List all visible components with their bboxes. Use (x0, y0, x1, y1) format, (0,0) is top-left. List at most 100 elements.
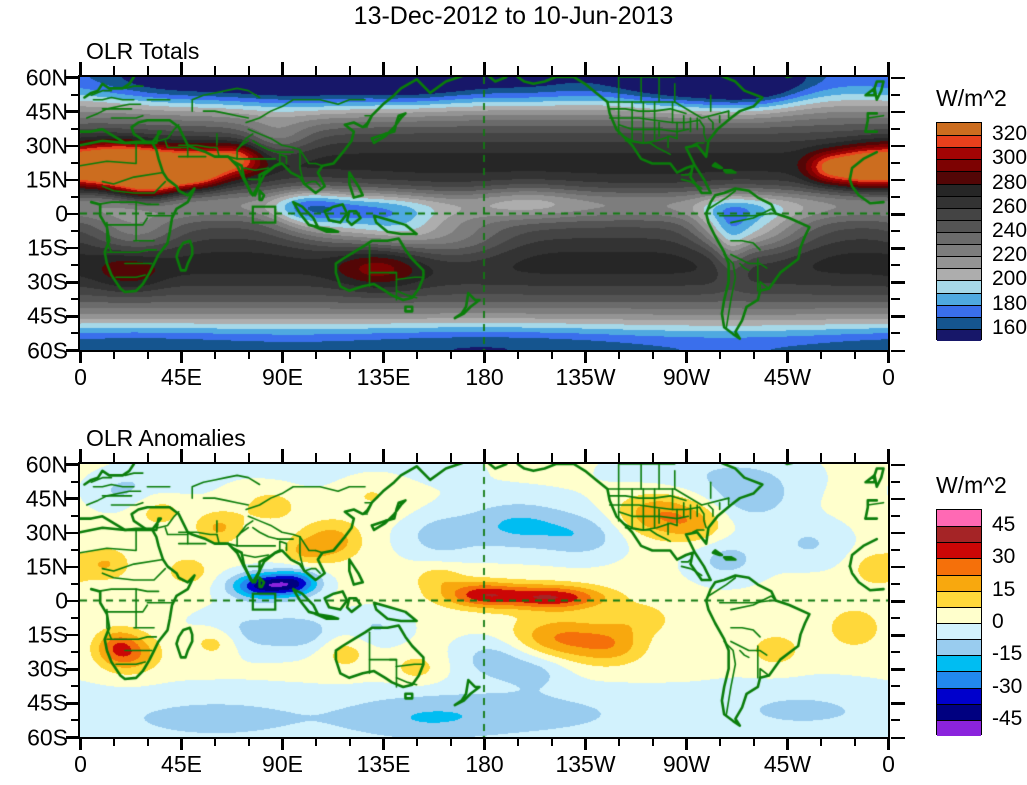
anomalies-x-minor-tick (113, 737, 116, 746)
colorbar-band (937, 574, 981, 592)
anomalies-y-tick-right (891, 565, 905, 569)
anomalies-y-tick-label: 30N (25, 519, 68, 546)
totals-y-tick-label: 15S (27, 234, 68, 261)
totals-x-tick-top (584, 62, 587, 75)
anomalies-x-minor-tick (214, 737, 217, 746)
colorbar-band-separator (937, 719, 981, 721)
totals-x-tick (382, 350, 385, 363)
anomalies-y-tick-label: 60S (27, 724, 68, 750)
totals-x-minor-tick (315, 350, 318, 359)
anomalies-y-tick-right (891, 617, 900, 620)
totals-x-tick-label: 0 (882, 364, 895, 390)
totals-x-minor-tick (449, 66, 452, 75)
colorbar-band-separator (937, 256, 981, 258)
colorbar-band-separator (937, 671, 981, 673)
anomalies-x-minor-tick (348, 737, 351, 746)
anomalies-y-tick-right (891, 651, 900, 654)
colorbar-band (937, 671, 981, 688)
anomalies-y-tick-right (891, 719, 900, 722)
anomalies-y-tick (66, 668, 80, 671)
colorbar-band (937, 147, 981, 160)
totals-x-minor-tick (348, 350, 351, 359)
colorbar-band (937, 590, 981, 608)
totals-y-tick-label: 15N (25, 166, 68, 193)
anomalies-y-tick-right (891, 463, 905, 466)
anomalies-x-minor-tick (146, 453, 149, 462)
totals-y-tick-right (891, 144, 905, 148)
anomalies-x-minor-tick (517, 737, 520, 746)
totals-x-tick-top (887, 62, 890, 75)
totals-y-tick (66, 76, 80, 79)
anomalies-x-tick (685, 737, 688, 750)
colorbar-band (937, 304, 981, 318)
anomalies-y-tick-right (891, 514, 900, 517)
anomalies-x-minor-tick (820, 737, 823, 746)
totals-x-tick-top (180, 62, 183, 75)
anomalies-x-tick-label: 135W (555, 751, 616, 777)
anomalies-y-minor-tick (71, 582, 80, 585)
anomalies-y-tick-label: 45S (27, 689, 68, 716)
anomalies-x-tick (483, 737, 486, 750)
colorbar-band (937, 316, 981, 330)
colorbar-tick-label: 0 (992, 610, 1004, 633)
anomalies-x-minor-tick (214, 453, 217, 462)
colorbar-band (937, 219, 981, 233)
colorbar-band-separator (937, 232, 981, 233)
colorbar-band (937, 244, 981, 257)
totals-y-tick (66, 315, 80, 318)
anomalies-x-minor-tick (550, 737, 553, 746)
anomalies-y-tick-right (891, 702, 905, 705)
colorbar-band (937, 268, 981, 281)
anomalies-x-minor-tick (146, 737, 149, 746)
totals-y-tick (66, 349, 80, 352)
totals-y-minor-tick (71, 230, 80, 233)
totals-y-tick-right (891, 127, 900, 130)
anomalies-x-minor-tick (449, 453, 452, 462)
anomalies-x-minor-tick (618, 737, 621, 746)
colorbar-tick-label: -15 (992, 642, 1023, 666)
anomalies-y-minor-tick (71, 548, 80, 551)
colorbar-tick-label: -30 (992, 674, 1023, 698)
colorbar-band-separator (937, 558, 981, 560)
totals-x-tick-top (382, 62, 385, 75)
colorbar-band (937, 256, 981, 269)
totals-x-minor-tick (853, 66, 856, 75)
colorbar-band (937, 328, 981, 342)
anomalies-x-minor-tick (651, 453, 654, 462)
anomalies-y-tick (66, 565, 80, 569)
totals-y-tick-right (891, 247, 905, 250)
totals-y-minor-tick (71, 264, 80, 267)
colorbar-unit-totals: W/m^2 (936, 85, 1007, 111)
anomalies-x-minor-tick (719, 453, 722, 462)
anomalies-x-minor-tick (820, 453, 823, 462)
map-plot-totals[interactable] (78, 75, 890, 352)
totals-y-tick-right (891, 298, 900, 301)
anomalies-x-tick (584, 737, 587, 750)
colorbar-unit-anomalies: W/m^2 (936, 472, 1007, 498)
colorbar-band-separator (937, 195, 981, 197)
totals-x-tick-top (79, 62, 82, 75)
anomalies-y-minor-tick (71, 514, 80, 517)
anomalies-x-tick (786, 737, 789, 750)
totals-x-minor-tick (752, 350, 755, 359)
totals-y-tick (66, 110, 80, 113)
totals-y-tick-label: 45S (27, 302, 68, 329)
colorbar-band-separator (937, 590, 981, 592)
colorbar-band-separator (937, 292, 981, 294)
totals-x-tick-top (685, 62, 688, 75)
anomalies-y-tick-right (891, 685, 900, 688)
anomalies-x-minor-tick (113, 453, 116, 462)
anomalies-x-minor-tick (449, 737, 452, 746)
totals-y-tick-label: 0 (55, 200, 68, 227)
totals-y-tick (66, 212, 80, 216)
colorbar-tick-label: 280 (992, 170, 1027, 194)
anomalies-y-tick (66, 599, 80, 603)
map-plot-anomalies[interactable] (78, 462, 890, 739)
colorbar-band-separator (937, 687, 981, 689)
anomalies-y-tick (66, 702, 80, 705)
totals-x-tick (685, 350, 688, 363)
map-canvas-anomalies (80, 464, 888, 737)
anomalies-x-tick-label: 90E (262, 751, 303, 777)
anomalies-y-tick-label: 0 (55, 587, 68, 614)
colorbar-totals (936, 122, 982, 342)
